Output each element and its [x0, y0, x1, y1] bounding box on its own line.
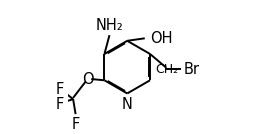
Text: O: O	[82, 72, 94, 87]
Text: F: F	[55, 82, 63, 97]
Text: F: F	[72, 117, 80, 132]
Text: OH: OH	[150, 31, 172, 46]
Text: Br: Br	[184, 62, 200, 77]
Text: CH₂: CH₂	[155, 62, 178, 76]
Text: NH₂: NH₂	[96, 18, 123, 33]
Text: F: F	[55, 97, 63, 112]
Text: N: N	[122, 97, 133, 112]
